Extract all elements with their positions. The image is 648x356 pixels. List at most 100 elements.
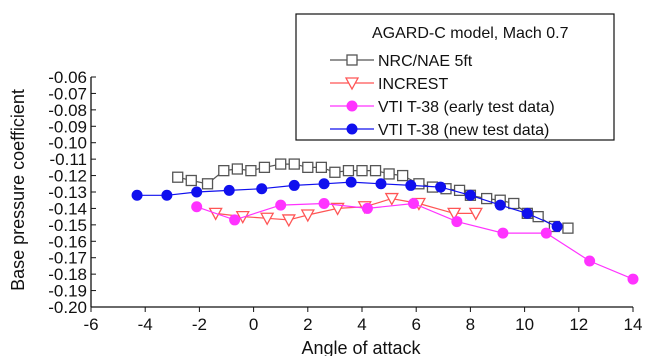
x-tick-label: 8 xyxy=(466,315,475,334)
x-axis: -6 -4 -2 0 2 4 6 8 10 12 14 xyxy=(83,307,642,334)
legend-box xyxy=(295,13,615,141)
data-point xyxy=(369,164,382,177)
y-tick-label: -0.12 xyxy=(48,167,87,186)
legend-marker xyxy=(346,123,358,135)
data-point xyxy=(361,202,373,214)
y-tick-label: -0.15 xyxy=(48,216,87,235)
legend-label: NRC/NAE 5ft xyxy=(378,53,473,70)
data-point xyxy=(342,164,355,177)
legend-items: NRC/NAE 5ft INCREST VTI T-38 (early test d… xyxy=(330,53,555,139)
x-tick-label: 6 xyxy=(411,315,420,334)
data-point xyxy=(172,171,184,183)
data-point xyxy=(256,183,268,195)
data-point xyxy=(275,199,287,211)
data-point xyxy=(407,198,419,209)
data-point xyxy=(318,178,330,190)
legend-marker xyxy=(346,54,358,66)
data-point xyxy=(260,212,275,226)
y-tick-label: -0.19 xyxy=(48,282,87,301)
data-point xyxy=(185,174,197,187)
data-point xyxy=(275,158,287,170)
y-axis: -0.06-0.07-0.08-0.09-0.10-0.11-0.12-0.13… xyxy=(48,68,96,317)
data-point xyxy=(497,227,509,239)
data-point xyxy=(551,221,563,232)
data-point xyxy=(540,227,552,239)
y-tick-label: -0.10 xyxy=(48,134,87,153)
series-line xyxy=(215,197,476,221)
y-tick-label: -0.17 xyxy=(48,249,87,268)
data-point xyxy=(345,176,357,188)
y-tick-label: -0.08 xyxy=(48,101,87,120)
x-tick-label: -6 xyxy=(83,315,98,334)
data-point xyxy=(245,164,257,177)
y-tick-label: -0.11 xyxy=(50,150,88,169)
data-point xyxy=(396,169,409,182)
data-point xyxy=(329,166,341,178)
data-point xyxy=(494,199,506,211)
x-tick-label: 4 xyxy=(357,315,366,334)
x-axis-title: Angle of attack xyxy=(301,338,421,356)
legend: AGARD-C model, Mach 0.7 NRC/NAE 5ft INCRE… xyxy=(295,13,615,141)
series-3 xyxy=(191,198,639,285)
data-point xyxy=(405,179,417,191)
data-point xyxy=(521,207,533,219)
data-point xyxy=(201,178,214,190)
x-tick-label: -2 xyxy=(192,315,207,334)
data-point xyxy=(131,189,143,201)
data-point xyxy=(464,189,476,201)
legend-marker xyxy=(346,100,358,112)
data-point xyxy=(562,222,574,234)
data-point xyxy=(330,202,345,216)
data-point xyxy=(584,255,596,267)
legend-title: AGARD-C model, Mach 0.7 xyxy=(372,25,569,42)
data-point xyxy=(375,178,387,190)
data-point xyxy=(161,189,173,201)
data-point xyxy=(315,161,328,174)
y-tick-label: -0.07 xyxy=(48,84,87,103)
series-2 xyxy=(208,192,483,228)
series-layer xyxy=(131,158,639,285)
data-point xyxy=(435,181,447,193)
data-point xyxy=(318,198,330,209)
data-point xyxy=(300,209,315,223)
data-point xyxy=(191,201,203,213)
data-point xyxy=(191,186,203,198)
x-tick-label: 10 xyxy=(515,315,534,334)
data-point xyxy=(468,207,483,221)
y-axis-title: Base pressure coefficient xyxy=(8,89,28,291)
y-tick-label: -0.06 xyxy=(48,68,87,87)
data-point xyxy=(288,158,300,170)
legend-label: INCREST xyxy=(378,76,448,93)
y-tick-label: -0.14 xyxy=(48,199,87,218)
data-point xyxy=(223,184,235,196)
series-4 xyxy=(131,176,563,232)
data-point xyxy=(302,161,314,174)
legend-label: VTI T-38 (early test data) xyxy=(378,99,555,116)
data-point xyxy=(384,192,399,206)
y-tick-label: -0.09 xyxy=(48,117,87,136)
x-tick-label: 0 xyxy=(249,315,258,334)
data-point xyxy=(218,164,230,177)
x-tick-label: -4 xyxy=(138,315,153,334)
y-tick-label: -0.16 xyxy=(48,232,87,251)
y-tick-label: -0.13 xyxy=(48,183,87,202)
data-point xyxy=(288,179,300,191)
data-point xyxy=(229,214,241,226)
legend-label: VTI T-38 (new test data) xyxy=(378,122,549,139)
data-point xyxy=(532,210,544,223)
data-point xyxy=(258,161,271,174)
x-tick-label: 12 xyxy=(569,315,588,334)
legend-marker xyxy=(344,77,360,91)
data-point xyxy=(356,164,368,177)
x-tick-label: 2 xyxy=(303,315,312,334)
data-point xyxy=(447,207,462,221)
x-tick-label: 14 xyxy=(624,315,643,334)
data-point xyxy=(451,216,463,228)
data-point xyxy=(281,214,296,228)
data-point xyxy=(508,197,520,210)
data-point xyxy=(383,168,395,180)
data-point xyxy=(627,273,639,285)
y-tick-label: -0.20 xyxy=(48,298,87,317)
y-tick-label: -0.18 xyxy=(48,265,87,284)
